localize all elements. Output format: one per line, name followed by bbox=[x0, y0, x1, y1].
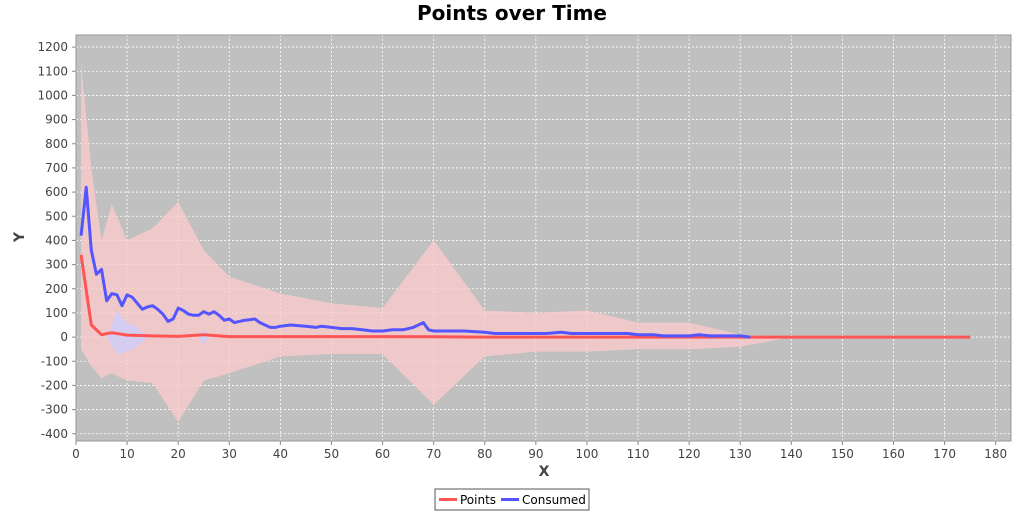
y-tick-label: 1200 bbox=[37, 40, 68, 54]
y-tick-label: 700 bbox=[45, 161, 68, 175]
y-tick-label: 800 bbox=[45, 137, 68, 151]
consumed-band bbox=[106, 310, 209, 354]
x-tick-label: 120 bbox=[678, 447, 701, 461]
x-tick-label: 40 bbox=[273, 447, 288, 461]
y-tick-label: -200 bbox=[41, 378, 68, 392]
x-tick-label: 90 bbox=[528, 447, 543, 461]
x-tick-label: 170 bbox=[933, 447, 956, 461]
y-tick-label: 200 bbox=[45, 282, 68, 296]
x-tick-label: 60 bbox=[375, 447, 390, 461]
points-band bbox=[81, 64, 971, 422]
y-axis: -400 -300 -200 -100 0 100 200 300 400 500 600 700 80… bbox=[37, 40, 76, 441]
chart-title: Points over Time bbox=[417, 1, 607, 25]
x-tick-label: 70 bbox=[426, 447, 441, 461]
legend: Points Consumed bbox=[434, 488, 590, 511]
x-tick-label: 0 bbox=[72, 447, 80, 461]
y-tick-label: 900 bbox=[45, 113, 68, 127]
y-tick-label: -400 bbox=[41, 427, 68, 441]
x-tick-label: 10 bbox=[119, 447, 134, 461]
x-tick-label: 30 bbox=[222, 447, 237, 461]
x-axis: 0 10 20 30 40 50 60 70 80 90 100 110 120 130 140 150 160… bbox=[72, 441, 1007, 461]
legend-label: Points bbox=[460, 493, 496, 507]
x-tick-label: 100 bbox=[575, 447, 598, 461]
x-tick-label: 130 bbox=[729, 447, 752, 461]
plot-border bbox=[75, 34, 1012, 442]
x-tick-label: 80 bbox=[477, 447, 492, 461]
y-axis-label: Y bbox=[12, 231, 28, 243]
y-tick-label: 600 bbox=[45, 185, 68, 199]
plot-area bbox=[76, 35, 1011, 441]
y-tick-label: 100 bbox=[45, 306, 68, 320]
x-axis-label: X bbox=[539, 464, 550, 480]
series-lines bbox=[79, 185, 971, 339]
y-tick-label: 500 bbox=[45, 209, 68, 223]
x-tick-label: 110 bbox=[627, 447, 650, 461]
y-tick-label: 1100 bbox=[37, 64, 68, 78]
x-tick-label: 160 bbox=[882, 447, 905, 461]
series-line-consumed bbox=[79, 185, 751, 339]
uncertainty-bands bbox=[81, 64, 971, 422]
y-tick-label: -300 bbox=[41, 403, 68, 417]
x-tick-label: 50 bbox=[324, 447, 339, 461]
y-tick-label: 400 bbox=[45, 233, 68, 247]
y-tick-label: 1000 bbox=[37, 88, 68, 102]
y-tick-label: 0 bbox=[60, 330, 68, 344]
x-tick-label: 150 bbox=[831, 447, 854, 461]
x-tick-label: 180 bbox=[984, 447, 1007, 461]
series-line-points bbox=[79, 254, 971, 339]
x-tick-label: 20 bbox=[171, 447, 186, 461]
y-tick-label: 300 bbox=[45, 258, 68, 272]
y-tick-label: -100 bbox=[41, 354, 68, 368]
x-tick-label: 140 bbox=[780, 447, 803, 461]
legend-label: Consumed bbox=[522, 493, 586, 507]
